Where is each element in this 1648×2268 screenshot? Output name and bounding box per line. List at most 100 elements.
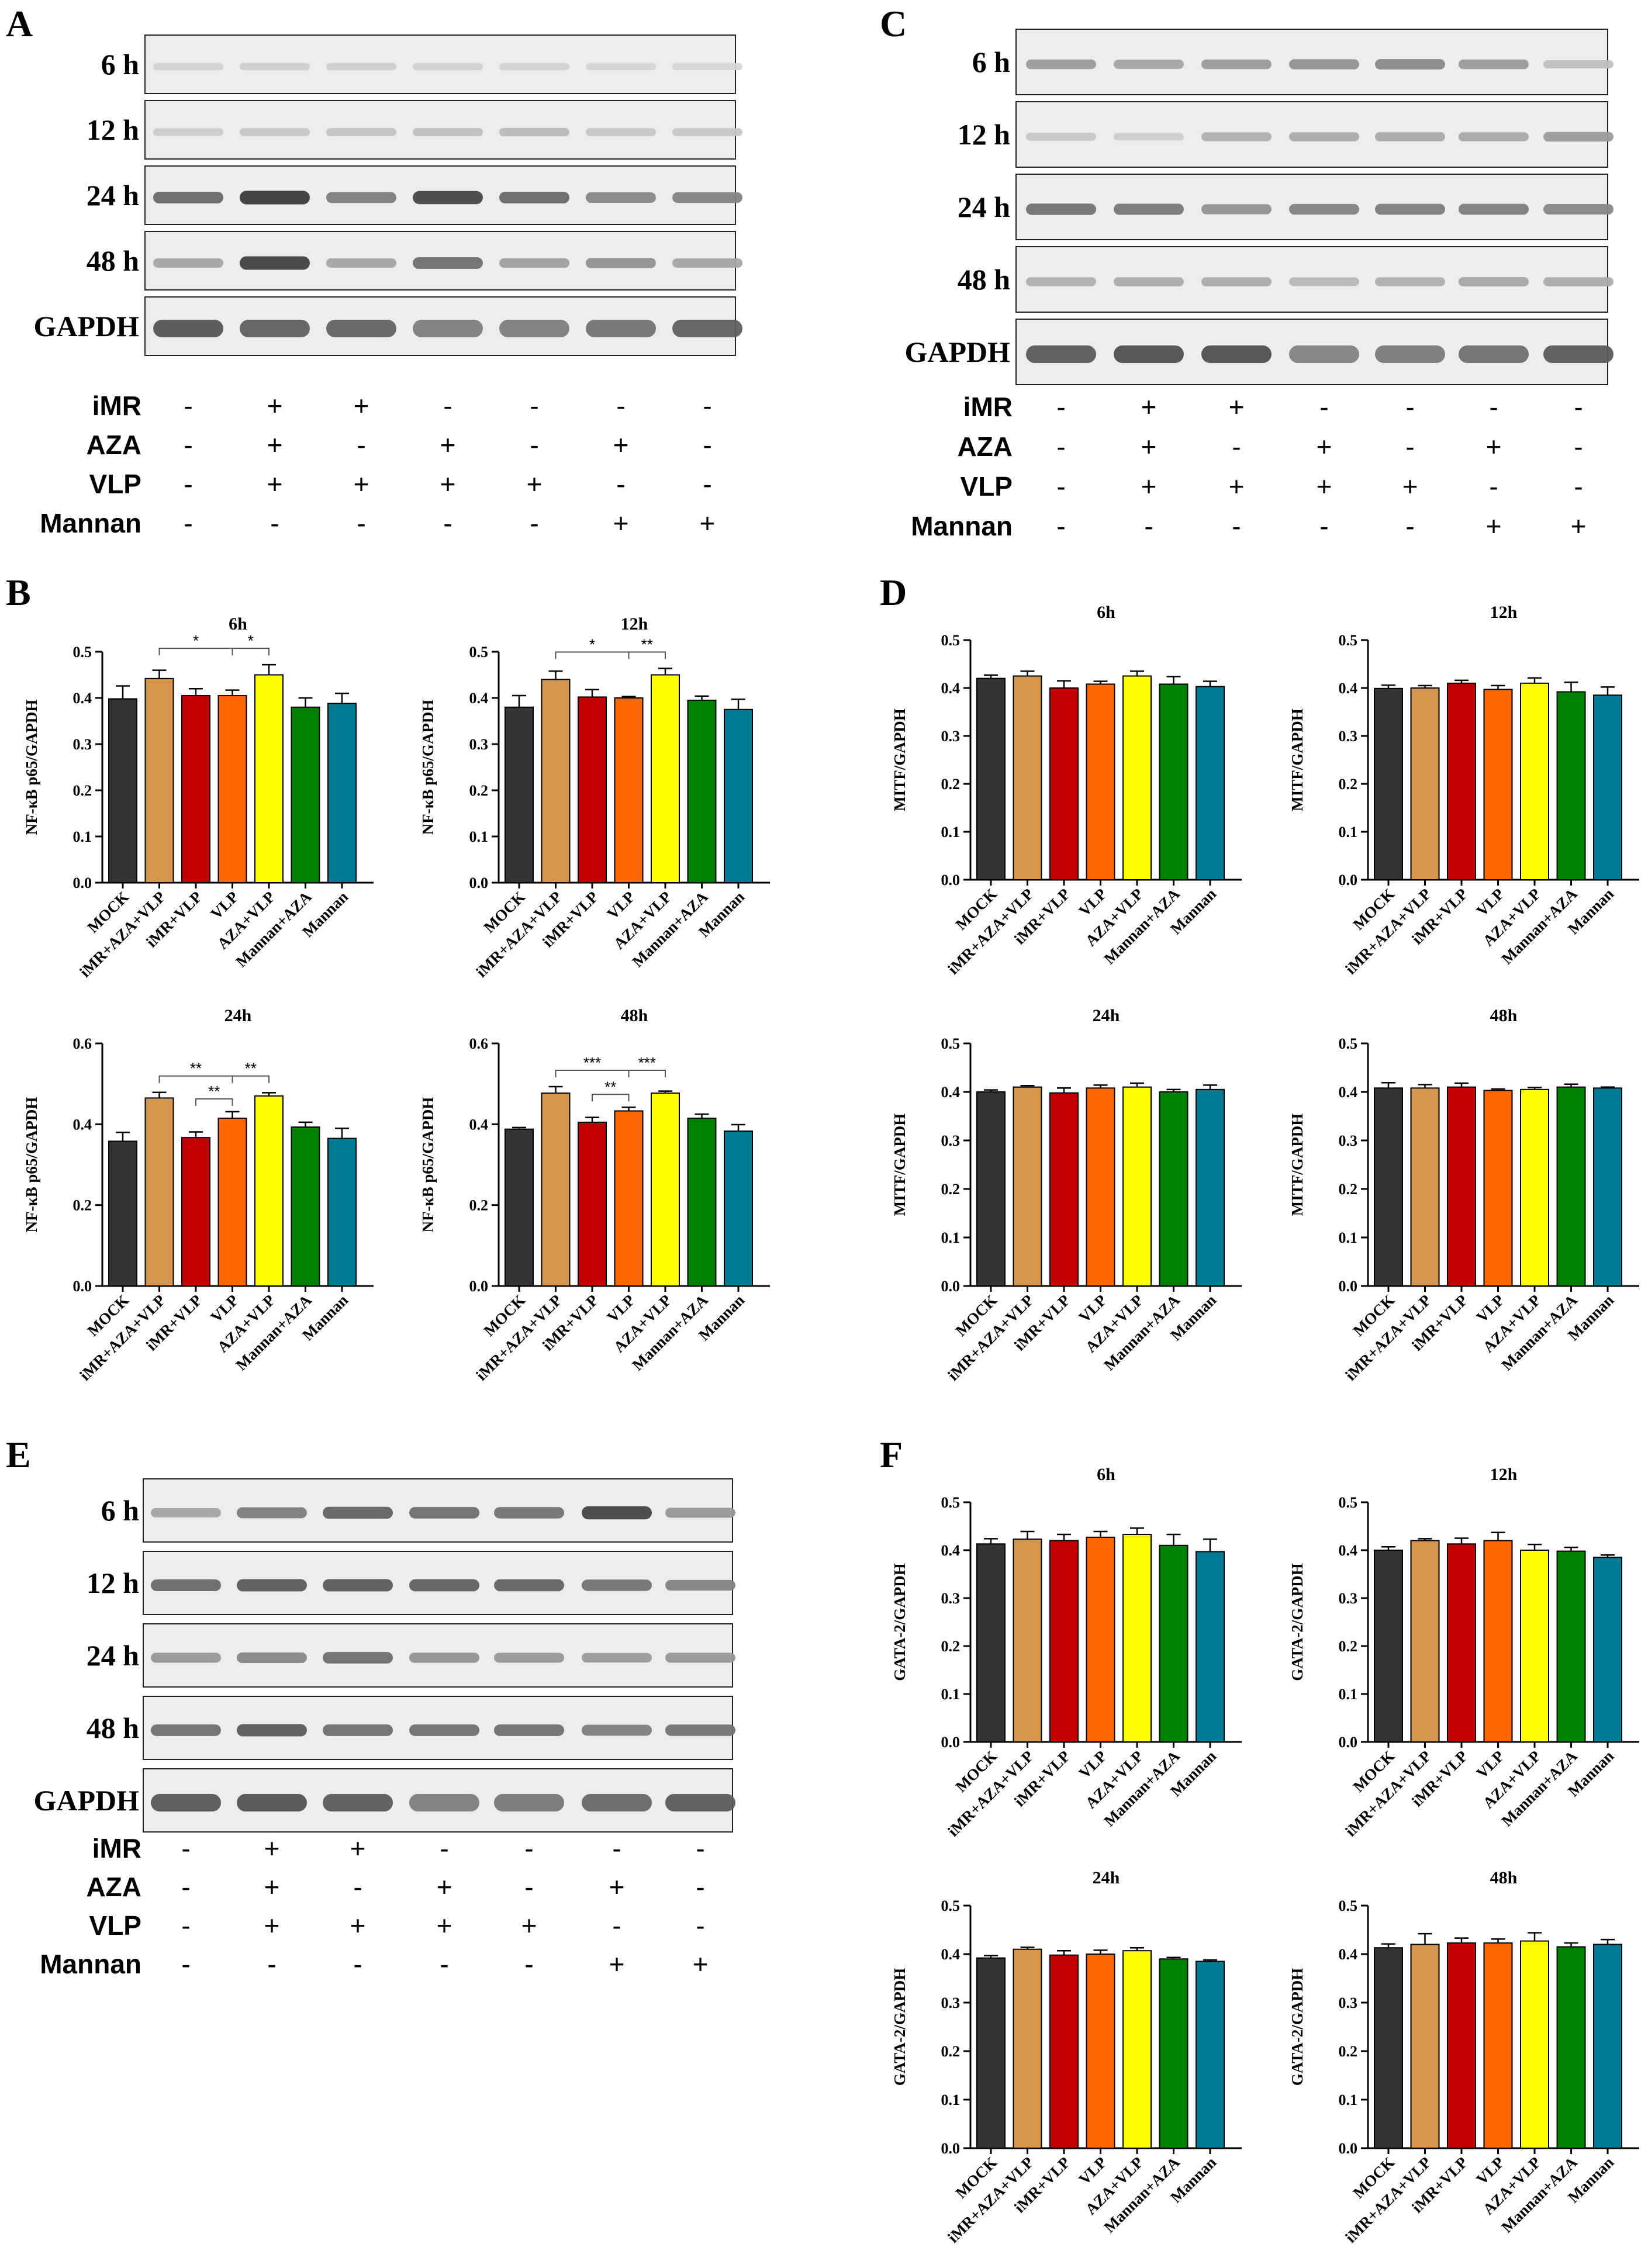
blot-band (153, 191, 223, 204)
y-tick-label: 0.0 (1339, 872, 1358, 888)
bar (1556, 1946, 1586, 2149)
treatment-sign: - (1056, 392, 1065, 422)
treatment-sign: - (353, 1872, 362, 1902)
treatment-sign: + (264, 1872, 280, 1902)
treatment-label: VLP (89, 1910, 141, 1941)
y-tick-label: 0.4 (469, 1116, 489, 1133)
blot-band (1459, 132, 1529, 141)
bar (1122, 675, 1152, 880)
blot-band (1114, 60, 1184, 69)
bar (1086, 683, 1115, 880)
chart-title: 12h (1490, 603, 1518, 622)
treatment-sign: - (524, 1872, 533, 1902)
blot-band (240, 191, 310, 205)
bar (651, 674, 680, 883)
blot-band (413, 127, 483, 137)
treatment-sign: + (267, 469, 283, 499)
blot-panel-A: 6 h 12 h 24 h 48 h GAPDH (33, 34, 742, 356)
significance-bracket (195, 1098, 233, 1106)
blot-band (240, 128, 310, 136)
chart-title: 6h (1097, 603, 1115, 622)
blot-band (494, 1652, 564, 1663)
blot-band (499, 320, 569, 337)
bar (1122, 1533, 1152, 1743)
blot-band (1201, 59, 1272, 70)
y-tick-label: 0.4 (1339, 1542, 1358, 1559)
blot-label: 24 h (87, 179, 140, 212)
bar (1556, 1086, 1586, 1287)
treatment-table-A: iMR - + + - - - - AZA - + - + - + - VLP - + + + + - - Mannan - - - -… (40, 390, 715, 538)
bar (541, 1092, 571, 1287)
treatment-sign: - (1405, 392, 1414, 422)
treatment-label: AZA (86, 430, 141, 460)
y-tick-label: 0.3 (941, 1590, 961, 1607)
treatment-sign: + (693, 1949, 709, 1979)
blot-band (499, 127, 569, 137)
treatment-sign: + (267, 390, 283, 421)
bar (1520, 1940, 1549, 2149)
treatment-sign: + (527, 469, 543, 499)
treatment-sign: - (181, 1872, 190, 1902)
y-tick-label: 0.1 (1339, 1686, 1358, 1703)
bar (1049, 687, 1079, 880)
treatment-sign: - (1232, 511, 1241, 541)
blot-band (409, 1579, 479, 1592)
treatment-sign: + (521, 1910, 537, 1941)
blot-band (1375, 132, 1445, 141)
blot-band (494, 1507, 564, 1519)
treatment-sign: + (1141, 431, 1157, 462)
blot-band (326, 63, 396, 71)
y-tick-label: 0.3 (941, 728, 961, 745)
blot-band (582, 1794, 652, 1811)
chart-title: 24h (224, 1006, 252, 1025)
blot-band (586, 258, 656, 268)
bar (1086, 1954, 1115, 2149)
blot-band (1289, 345, 1359, 363)
panel-letter-F: F (880, 1434, 903, 1475)
bar (1483, 1540, 1513, 1743)
y-tick-label: 0.4 (941, 1946, 961, 1963)
bar (687, 699, 717, 883)
treatment-sign: - (184, 430, 192, 460)
treatment-table-E: iMR - + + - - - - AZA - + - + - + - VLP - + + + + - - Mannan - - - -… (40, 1833, 708, 1979)
blot-band (499, 191, 569, 204)
blot-band (151, 1508, 221, 1517)
y-tick-label: 0.1 (941, 1229, 961, 1246)
blot-band (1375, 345, 1445, 363)
treatment-sign: - (524, 1833, 533, 1864)
treatment-sign: - (440, 1949, 448, 1979)
treatment-sign: + (1317, 471, 1332, 502)
treatment-sign: - (696, 1872, 704, 1902)
blot-band (153, 320, 223, 337)
bar-chart-F-6h: 6h0.00.10.20.30.40.5GATA-2/GAPDHMOCKiMR+… (891, 1465, 1242, 1840)
y-axis-label: MITF/GAPDH (891, 708, 908, 811)
y-tick-label: 0.2 (941, 2043, 961, 2060)
blot-band (665, 1652, 735, 1663)
treatment-sign: + (437, 1872, 452, 1902)
blot-band (323, 1794, 393, 1811)
blot-label: 12 h (87, 1567, 140, 1599)
blot-band (1543, 60, 1614, 69)
blot-band (499, 258, 569, 268)
treatment-label: VLP (89, 469, 141, 499)
bar (1447, 1942, 1476, 2149)
y-axis-label: GATA-2/GAPDH (891, 1968, 908, 2086)
blot-band (409, 1794, 479, 1811)
y-tick-label: 0.0 (941, 1278, 961, 1295)
blot-label: 6 h (101, 48, 140, 81)
bar-chart-F-48h: 48h0.00.10.20.30.40.5GATA-2/GAPDHMOCKiMR… (1288, 1868, 1639, 2246)
blot-label: 6 h (972, 46, 1011, 78)
y-tick-label: 0.6 (73, 1035, 92, 1052)
blot-band (1543, 277, 1614, 286)
treatment-sign: - (616, 469, 625, 499)
y-tick-label: 0.1 (941, 1686, 961, 1703)
treatment-sign: + (437, 1910, 452, 1941)
blot-band (1201, 345, 1272, 363)
blot-label: GAPDH (33, 1784, 139, 1817)
treatment-sign: + (354, 469, 369, 499)
blot-band (494, 1724, 564, 1736)
treatment-sign: - (357, 430, 365, 460)
bar-chart-F-24h: 24h0.00.10.20.30.40.5GATA-2/GAPDHMOCKiMR… (891, 1868, 1242, 2246)
